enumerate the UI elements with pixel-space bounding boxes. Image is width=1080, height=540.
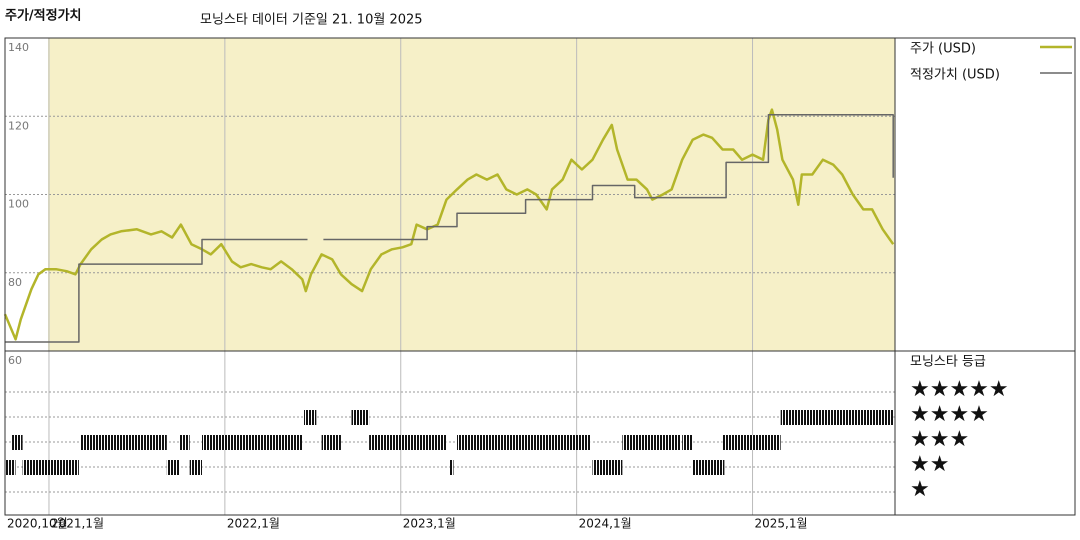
rating-bar [682,435,693,450]
x-tick-label: 2022,1월 [227,517,280,531]
legend-label: 주가 (USD) [910,42,976,57]
rating-bar [166,460,180,475]
rating-bar [80,435,167,450]
x-tick-label: 2021,1월 [51,517,104,531]
rating-bar [179,435,190,450]
rating-bar [5,460,16,475]
chart-title: 주가/적정가치 [5,8,82,24]
rating-bar [304,410,317,425]
rating-level-label: ★★★★ [910,402,989,427]
rating-bar [369,435,447,450]
x-tick-label: 2020,10월 [7,517,68,531]
rating-level-label: ★★★ [910,427,969,452]
x-tick-label: 2023,1월 [403,517,456,531]
rating-level-label: ★★★★★ [910,377,1009,402]
rating-bar [201,435,303,450]
y-tick-label: 100 [8,198,29,211]
plot-background [48,38,895,351]
legend-label: 적정가치 (USD) [910,68,1000,83]
rating-level-label: ★★ [910,452,949,477]
x-tick-label: 2025,1월 [755,517,808,531]
rating-bar [321,435,341,450]
rating-level-label: ★ [910,477,930,502]
y-tick-label: 80 [8,276,22,289]
rating-bar [780,410,894,425]
rating-bar [457,435,591,450]
series-line [3,108,895,341]
rating-bar [351,410,370,425]
rating-bar [22,460,79,475]
y-tick-label: 140 [8,41,29,54]
rating-bar [622,435,681,450]
legend-frame [894,37,1076,516]
series-line [5,113,894,343]
rating-bar [189,460,202,475]
rating-bar [692,460,725,475]
y-tick-label: 60 [8,354,22,367]
rating-bar [450,460,454,475]
rating-bar [722,435,781,450]
rating-bar [592,460,623,475]
y-tick-label: 120 [8,119,29,132]
rating-bar [12,435,23,450]
chart-subtitle: 모닝스타 데이터 기준일 21. 10월 2025 [200,13,423,28]
x-tick-label: 2024,1월 [579,517,632,531]
rating-title: 모닝스타 등급 [910,355,986,370]
